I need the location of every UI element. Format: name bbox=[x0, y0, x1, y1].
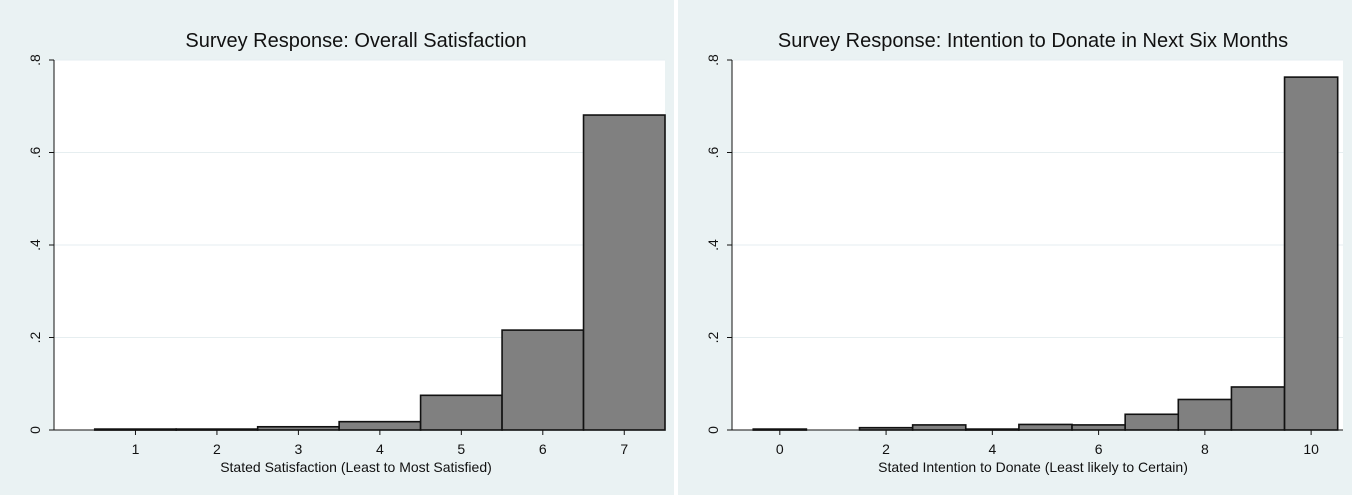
x-tick-label: 6 bbox=[539, 441, 547, 457]
x-tick-label: 5 bbox=[457, 441, 465, 457]
x-tick-label: 7 bbox=[620, 441, 628, 457]
donation-panel: 0 .2 .4 .6 .8 0 2 4 6 8 10 Survey Response: Inten… bbox=[678, 0, 1352, 495]
y-tick-label: .4 bbox=[705, 239, 721, 251]
x-tick-label: 8 bbox=[1201, 441, 1209, 457]
bar bbox=[1124, 413, 1180, 431]
x-tick-label: 3 bbox=[295, 441, 303, 457]
satisfaction-panel: 0 .2 .4 .6 .8 1 2 3 4 5 6 7 Survey Response: Overa… bbox=[0, 0, 674, 495]
satisfaction-chart: 0 .2 .4 .6 .8 1 2 3 4 5 6 7 Survey Response: Overa… bbox=[27, 30, 666, 475]
y-tick-label: .6 bbox=[27, 146, 43, 158]
bar bbox=[501, 329, 585, 431]
y-tick-label: .6 bbox=[705, 146, 721, 158]
y-tick-label: 0 bbox=[27, 426, 43, 434]
donation-chart: 0 .2 .4 .6 .8 0 2 4 6 8 10 Survey Response: Inten… bbox=[705, 30, 1343, 475]
y-tick-label: .2 bbox=[27, 331, 43, 343]
bar bbox=[1071, 424, 1126, 431]
bar bbox=[1018, 423, 1073, 431]
y-tick-label: .2 bbox=[705, 331, 721, 343]
x-tick-label: 2 bbox=[213, 441, 221, 457]
bar bbox=[1230, 386, 1286, 431]
chart-title: Survey Response: Overall Satisfaction bbox=[185, 30, 526, 52]
x-tick-label: 0 bbox=[776, 441, 784, 457]
bar bbox=[582, 114, 666, 431]
y-tick-label: .8 bbox=[27, 54, 43, 66]
y-tick-label: .8 bbox=[705, 54, 721, 66]
x-tick-label: 1 bbox=[132, 441, 140, 457]
bar bbox=[911, 424, 967, 431]
x-tick-label: 2 bbox=[882, 441, 890, 457]
bar bbox=[1177, 398, 1233, 431]
x-tick-label: 6 bbox=[1095, 441, 1103, 457]
x-tick-label: 10 bbox=[1303, 441, 1319, 457]
y-tick-label: .4 bbox=[27, 239, 43, 251]
x-tick-label: 4 bbox=[988, 441, 996, 457]
bar bbox=[338, 420, 422, 431]
x-tick-label: 4 bbox=[376, 441, 384, 457]
x-axis-label: Stated Satisfaction (Least to Most Satis… bbox=[220, 459, 492, 475]
bar bbox=[419, 394, 503, 431]
bar bbox=[1283, 76, 1339, 431]
x-axis-label: Stated Intention to Donate (Least likely… bbox=[878, 459, 1188, 475]
y-tick-label: 0 bbox=[705, 426, 721, 434]
chart-title: Survey Response: Intention to Donate in … bbox=[778, 30, 1288, 52]
